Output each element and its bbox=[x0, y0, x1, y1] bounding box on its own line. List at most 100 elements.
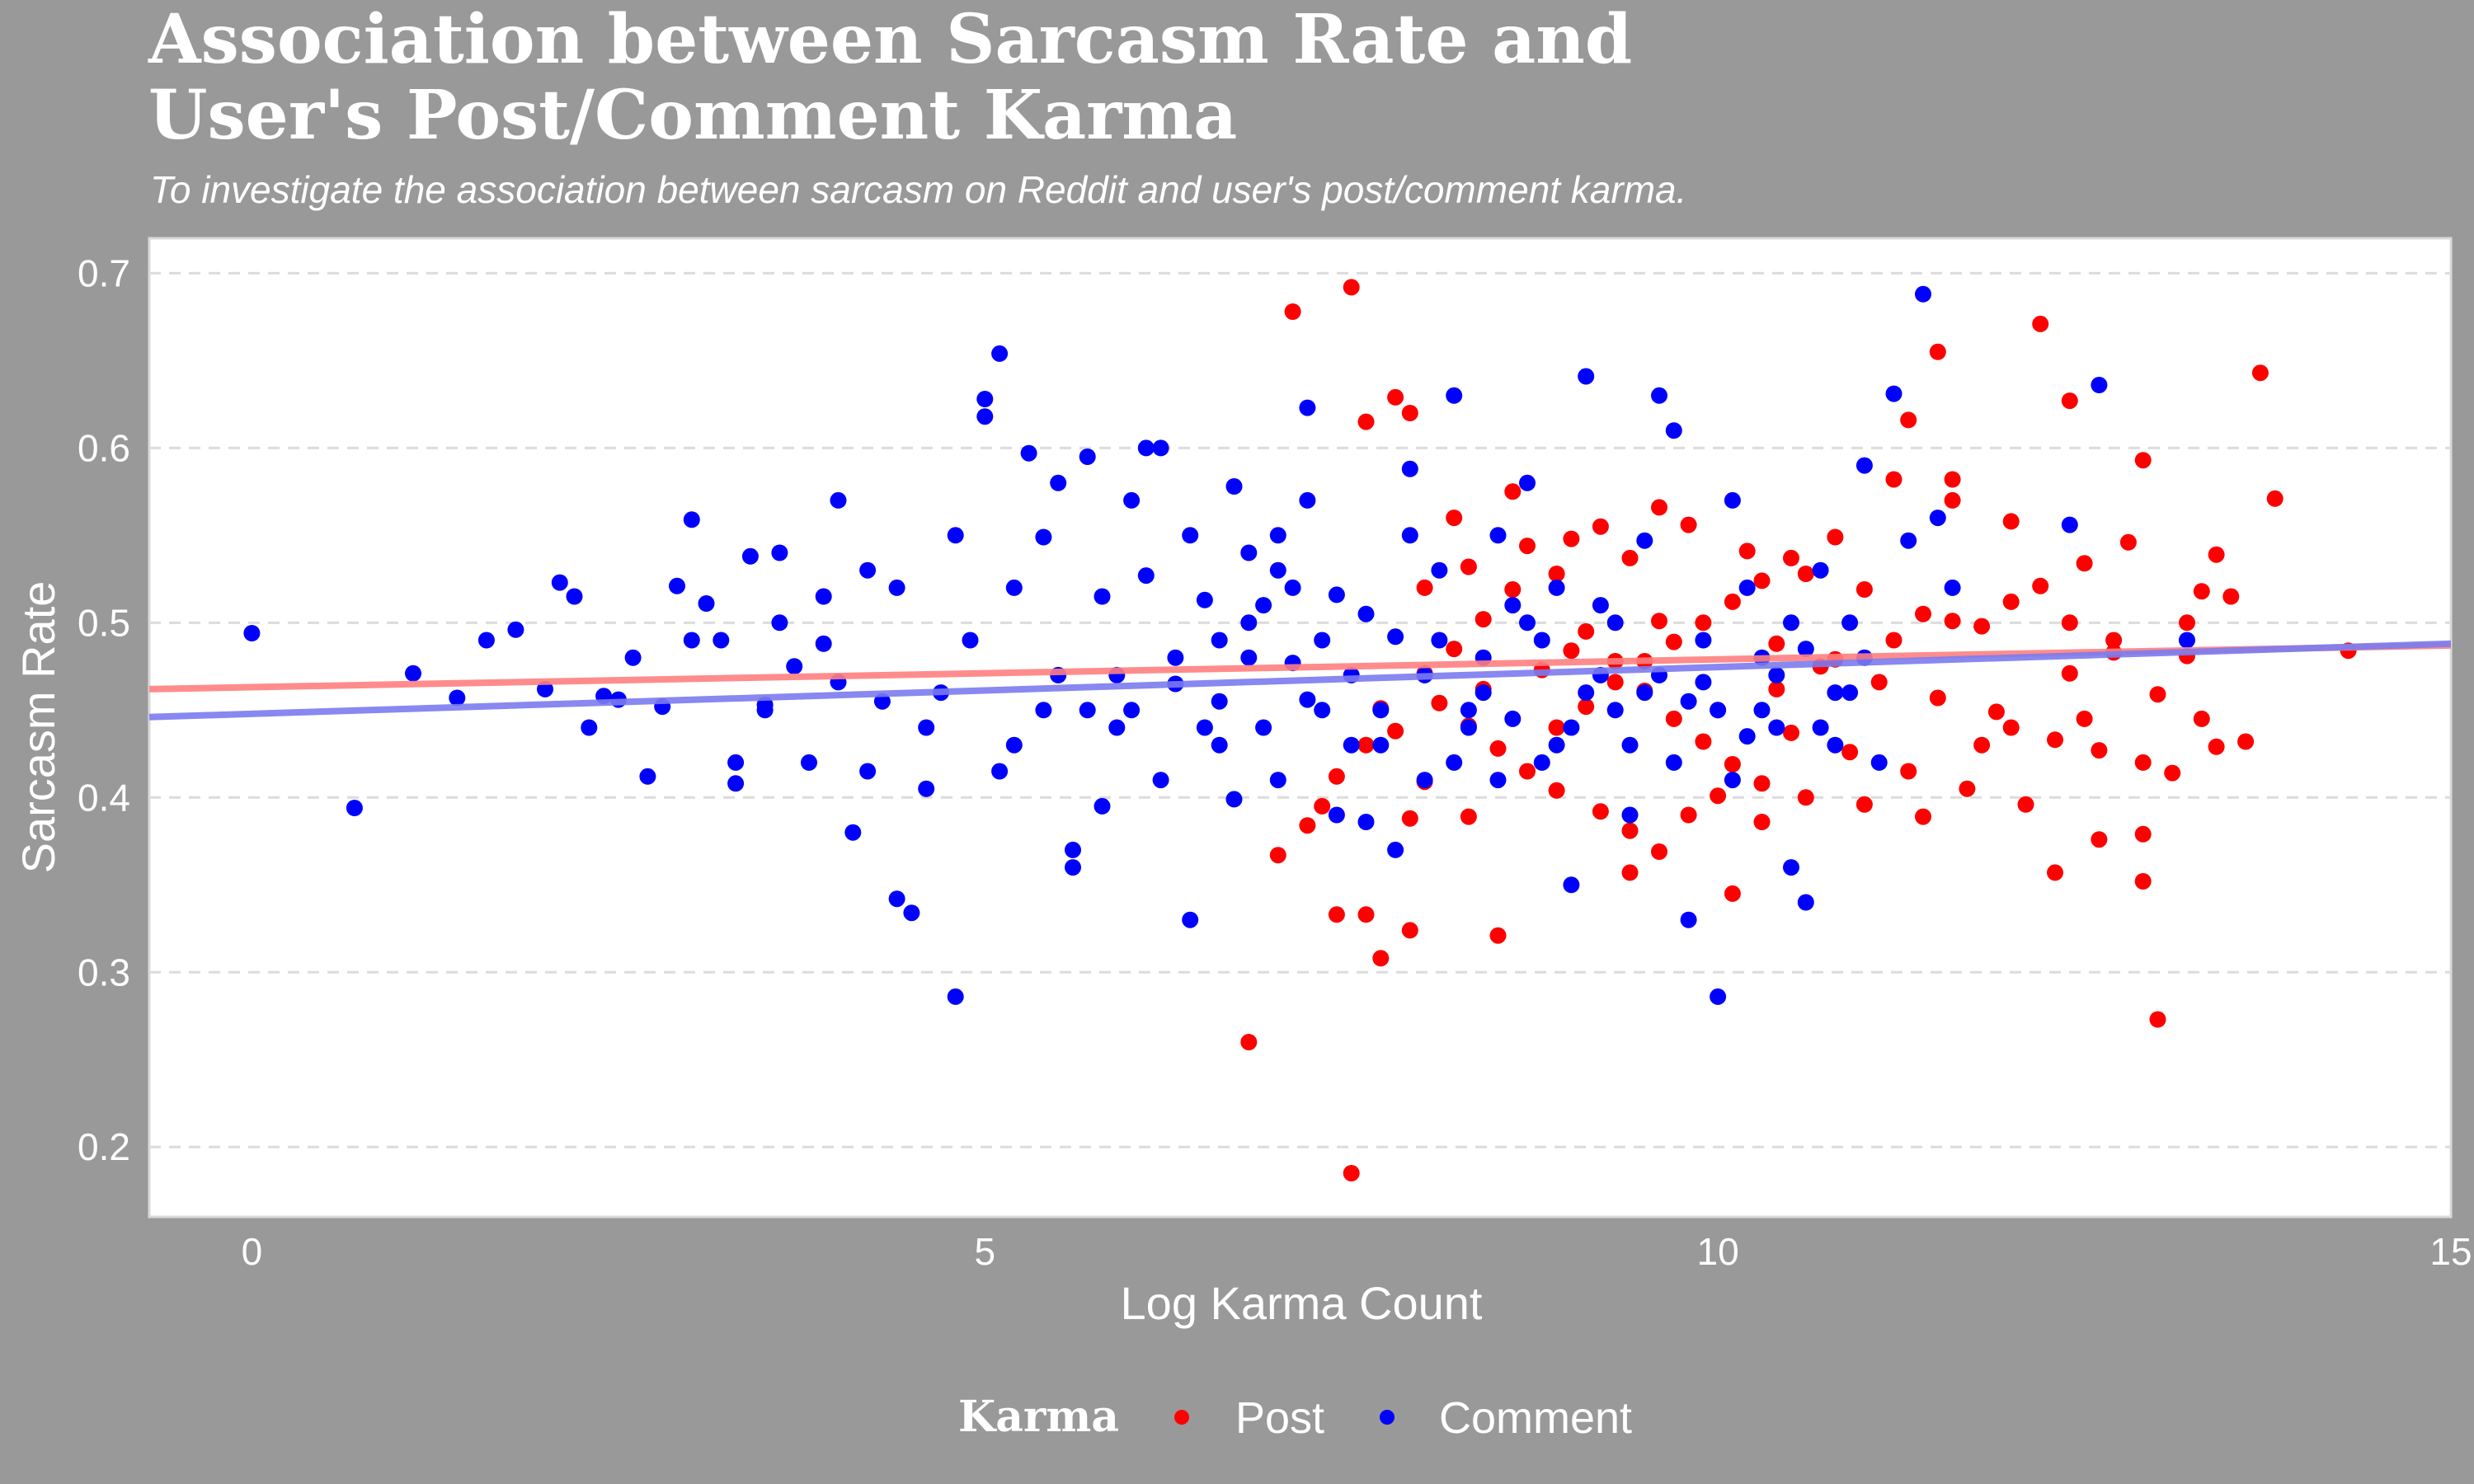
comment-point-83 bbox=[1651, 387, 1667, 404]
comment-point-122 bbox=[1357, 814, 1375, 830]
comment-point-18 bbox=[713, 632, 730, 649]
post-point-76 bbox=[2266, 490, 2284, 507]
comment-point-91 bbox=[1768, 719, 1785, 736]
post-point-101 bbox=[1724, 593, 1741, 610]
post-point-21 bbox=[1504, 581, 1522, 598]
comment-point-148 bbox=[1372, 702, 1390, 719]
post-point-116 bbox=[1328, 768, 1345, 785]
comment-point-63 bbox=[1357, 605, 1375, 622]
post-point-108 bbox=[1592, 518, 1609, 535]
comment-point-111 bbox=[991, 763, 1009, 780]
comment-point-152 bbox=[1489, 772, 1507, 789]
comment-point-12 bbox=[624, 649, 642, 666]
post-point-49 bbox=[1973, 618, 1991, 635]
comment-point-74 bbox=[1519, 474, 1536, 491]
comment-point-71 bbox=[1475, 684, 1492, 702]
comment-point-46 bbox=[1108, 719, 1126, 736]
comment-point-129 bbox=[1563, 719, 1580, 736]
comment-point-174 bbox=[1123, 702, 1141, 719]
comment-point-39 bbox=[1005, 736, 1023, 754]
comment-point-64 bbox=[1372, 736, 1390, 754]
comment-point-30 bbox=[888, 890, 905, 908]
post-point-35 bbox=[1592, 803, 1609, 820]
comment-point-43 bbox=[1065, 859, 1081, 876]
comment-point-178 bbox=[1269, 527, 1286, 544]
comment-point-47 bbox=[1123, 491, 1141, 509]
legend-title: Karma bbox=[958, 1392, 1119, 1442]
comment-point-69 bbox=[1446, 387, 1463, 404]
comment-point-44 bbox=[1079, 448, 1096, 465]
comment-point-85 bbox=[1680, 911, 1697, 928]
post-point-91 bbox=[1797, 789, 1814, 806]
post-point-126 bbox=[1885, 632, 1903, 649]
comment-point-55 bbox=[1240, 614, 1258, 632]
post-point-69 bbox=[1885, 471, 1903, 488]
post-point-81 bbox=[2237, 733, 2255, 750]
comment-point-40 bbox=[1020, 444, 1037, 462]
post-point-66 bbox=[2119, 533, 2137, 551]
comment-point-165 bbox=[683, 632, 700, 649]
comment-point-50 bbox=[1167, 649, 1184, 666]
post-point-134 bbox=[1973, 736, 1991, 754]
comment-point-133 bbox=[1680, 693, 1697, 710]
post-point-20 bbox=[1475, 611, 1492, 628]
y-tick-label-0: 0.2 bbox=[78, 1125, 130, 1168]
post-point-70 bbox=[1929, 343, 1946, 360]
post-point-86 bbox=[2134, 825, 2152, 843]
comment-point-57 bbox=[1269, 561, 1286, 579]
trend-lines bbox=[148, 640, 2452, 721]
comment-point-125 bbox=[1446, 754, 1463, 771]
comment-point-135 bbox=[1738, 728, 1756, 745]
comment-point-105 bbox=[2091, 377, 2108, 393]
comment-point-117 bbox=[1211, 736, 1228, 754]
comment-point-103 bbox=[1944, 579, 1961, 596]
post-point-27 bbox=[1695, 733, 1712, 750]
post-point-83 bbox=[2134, 452, 2152, 469]
comment-point-123 bbox=[1387, 628, 1404, 646]
post-point-132 bbox=[2179, 614, 2195, 632]
comment-point-15 bbox=[669, 577, 685, 594]
post-point-32 bbox=[1489, 740, 1507, 757]
comment-point-22 bbox=[771, 544, 788, 561]
comment-point-154 bbox=[1548, 579, 1565, 596]
chart-title-line-1: Association between Sarcasm Rate and bbox=[148, 0, 1632, 79]
post-point-109 bbox=[1651, 499, 1667, 516]
comment-point-155 bbox=[1578, 684, 1595, 702]
comment-point-92 bbox=[1783, 859, 1799, 876]
comment-point-101 bbox=[1915, 285, 1931, 303]
post-point-122 bbox=[1651, 613, 1667, 630]
post-point-59 bbox=[2017, 796, 2034, 813]
post-point-73 bbox=[2061, 392, 2078, 410]
post-point-72 bbox=[2032, 315, 2049, 332]
comment-point-4 bbox=[477, 632, 495, 649]
post-point-112 bbox=[2091, 742, 2108, 759]
post-point-111 bbox=[2047, 731, 2063, 749]
post-point-75 bbox=[2251, 364, 2269, 382]
legend-comment-label: Comment bbox=[1439, 1393, 1632, 1443]
comment-point-121 bbox=[1328, 586, 1345, 603]
post-point-93 bbox=[1724, 885, 1741, 902]
post-point-124 bbox=[1768, 680, 1785, 697]
comment-point-137 bbox=[1797, 641, 1814, 658]
comment-point-163 bbox=[1812, 719, 1829, 736]
comment-point-175 bbox=[1182, 527, 1199, 544]
comment-point-75 bbox=[1533, 632, 1550, 649]
post-point-65 bbox=[2076, 555, 2093, 572]
post-point-19 bbox=[1446, 641, 1463, 658]
post-point-46 bbox=[1797, 566, 1814, 582]
comment-point-179 bbox=[1299, 491, 1316, 509]
comment-point-173 bbox=[1079, 702, 1096, 719]
comment-point-78 bbox=[1578, 368, 1595, 385]
post-point-133 bbox=[2076, 710, 2093, 727]
comment-point-150 bbox=[1431, 632, 1448, 649]
comment-point-96 bbox=[1841, 614, 1859, 632]
comment-point-87 bbox=[1710, 988, 1727, 1005]
comment-point-24 bbox=[801, 754, 817, 771]
post-point-92 bbox=[1753, 814, 1771, 830]
chart-title-line-2: User's Post/Comment Karma bbox=[148, 76, 1237, 155]
comment-point-108 bbox=[815, 635, 832, 652]
comment-point-88 bbox=[1724, 491, 1741, 509]
comment-point-141 bbox=[1152, 772, 1169, 789]
comment-point-48 bbox=[1137, 439, 1155, 457]
post-point-10 bbox=[1328, 906, 1345, 923]
